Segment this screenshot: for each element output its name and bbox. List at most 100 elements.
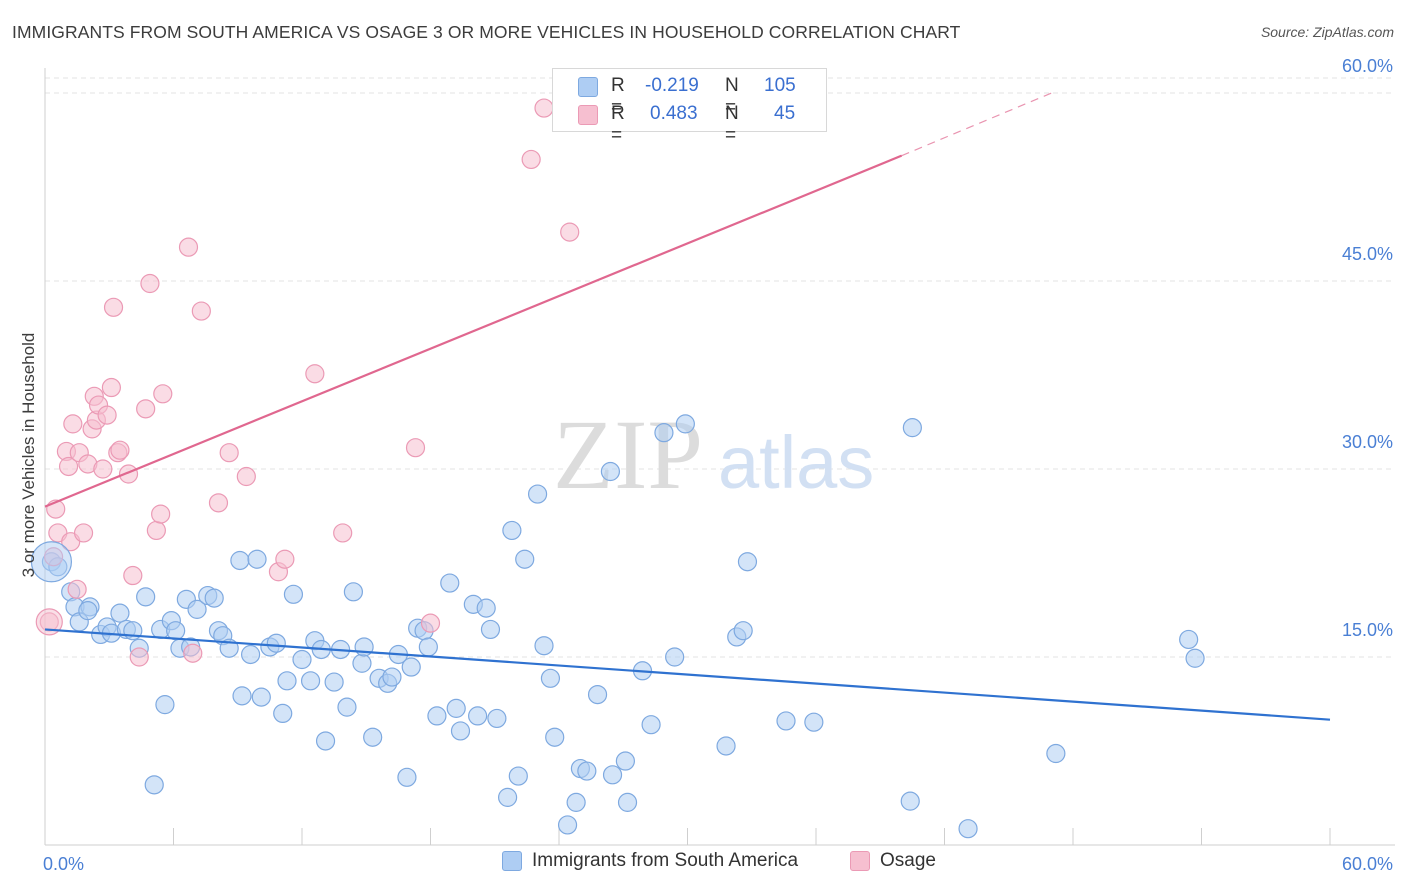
blue-point <box>247 549 267 569</box>
blue-point <box>110 603 130 623</box>
blue-point <box>382 667 402 687</box>
pink-point <box>219 443 239 463</box>
blue-point <box>315 731 336 751</box>
watermark: ZIP atlas <box>553 399 874 510</box>
pink-point-large <box>35 608 63 636</box>
r-value: 0.483 <box>650 103 698 124</box>
blue-point <box>155 695 175 715</box>
pink-point <box>275 549 295 569</box>
blue-point <box>515 549 535 569</box>
blue-point <box>540 668 561 688</box>
pink-trend-extension <box>901 92 1052 157</box>
watermark-atlas: atlas <box>718 421 874 504</box>
pink-swatch <box>578 105 598 125</box>
pink-point <box>151 504 171 524</box>
blue-point <box>187 599 207 619</box>
stats-legend: R = -0.219 N = 105 R = 0.483 N = 45 <box>552 68 827 146</box>
pink-point <box>236 466 256 487</box>
blue-point <box>776 711 796 731</box>
blue-point <box>418 637 438 657</box>
blue-point <box>665 647 685 667</box>
blue-point <box>144 775 164 795</box>
blue-point <box>343 582 363 602</box>
blue-point <box>654 423 674 443</box>
n-label: N = <box>725 75 739 118</box>
n-value: 45 <box>774 103 796 124</box>
legend-swatch-blue <box>502 851 522 871</box>
pink-point <box>521 149 541 170</box>
blue-point <box>446 698 466 718</box>
blue-point <box>557 815 578 835</box>
blue-point <box>337 697 357 717</box>
blue-point <box>363 727 383 747</box>
blue-point-large <box>30 541 73 583</box>
blue-point <box>675 414 695 434</box>
blue-point <box>716 736 736 756</box>
blue-point <box>232 686 252 706</box>
blue-point <box>251 687 271 707</box>
blue-point <box>324 672 344 692</box>
pink-point <box>123 565 143 586</box>
pink-point <box>178 237 199 257</box>
watermark-zip: ZIP <box>553 399 703 510</box>
bottom-legend: Immigrants from South America Osage <box>0 850 1406 880</box>
y-tick-label: 15.0% <box>1342 620 1393 640</box>
blue-point <box>804 712 824 732</box>
blue-point <box>534 636 554 656</box>
blue-point <box>902 418 922 438</box>
pink-point <box>534 98 554 118</box>
pink-point <box>191 301 211 321</box>
blue-point <box>273 703 293 724</box>
axis-layer: 15.0% 30.0% 45.0% 60.0% 0.0% 60.0% <box>43 56 1395 874</box>
blue-point <box>204 588 224 608</box>
blue-point <box>602 765 623 785</box>
blue-point <box>1185 648 1205 668</box>
pink-point <box>63 414 83 434</box>
blue-swatch <box>578 77 598 97</box>
x-tick-label: 60.0% <box>1342 854 1393 874</box>
blue-point <box>587 684 608 705</box>
legend-item-immigrants[interactable]: Immigrants from South America <box>502 850 798 872</box>
blue-point <box>1179 629 1199 650</box>
blue-point <box>577 761 597 781</box>
pink-point <box>183 643 203 663</box>
blue-point <box>401 657 421 677</box>
blue-point <box>277 671 297 691</box>
r-label: R = <box>611 103 625 146</box>
blue-point <box>300 671 321 691</box>
legend-item-osage[interactable]: Osage <box>850 850 936 872</box>
pink-point <box>103 297 124 317</box>
pink-point <box>146 520 166 541</box>
chart-source: Source: ZipAtlas.com <box>1260 24 1394 40</box>
blue-point <box>78 601 98 621</box>
pink-trend-line <box>44 154 903 508</box>
pink-point <box>101 377 121 398</box>
blue-point <box>508 766 528 786</box>
pink-point <box>153 384 173 404</box>
blue-point <box>440 573 460 593</box>
pink-point <box>208 493 229 513</box>
chart-title: IMMIGRANTS FROM SOUTH AMERICA VS OSAGE 3… <box>12 22 961 42</box>
blue-point <box>397 767 417 787</box>
blue-trend-line <box>44 628 1331 721</box>
trend-layer <box>44 92 1331 721</box>
pink-point <box>333 523 353 543</box>
blue-point <box>502 520 522 541</box>
blue-point <box>352 653 372 673</box>
blue-point <box>427 706 447 726</box>
y-tick-label: 45.0% <box>1342 244 1393 264</box>
blue-point <box>545 727 565 747</box>
r-label: R = <box>611 75 625 118</box>
blue-point <box>480 619 501 640</box>
blue-point <box>527 484 548 504</box>
x-tick-label: 0.0% <box>43 854 84 874</box>
r-value: -0.219 <box>645 75 699 96</box>
blue-point <box>641 715 661 735</box>
pink-point <box>110 440 130 460</box>
blue-point <box>266 633 286 653</box>
pink-point <box>405 438 426 458</box>
blue-point <box>498 787 518 807</box>
pink-point <box>136 399 156 419</box>
pink-point <box>73 523 94 543</box>
